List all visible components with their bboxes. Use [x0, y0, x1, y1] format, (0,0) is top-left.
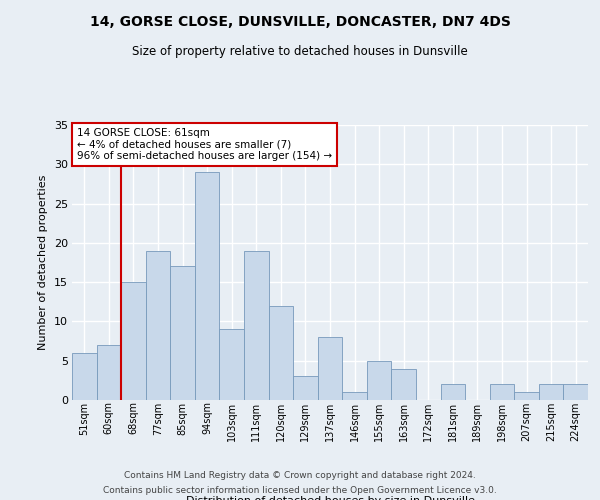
Bar: [367, 360, 391, 400]
Bar: [170, 266, 195, 400]
Bar: [244, 250, 269, 400]
Bar: [440, 384, 465, 400]
Text: 14, GORSE CLOSE, DUNSVILLE, DONCASTER, DN7 4DS: 14, GORSE CLOSE, DUNSVILLE, DONCASTER, D…: [89, 15, 511, 29]
Bar: [293, 376, 318, 400]
Bar: [269, 306, 293, 400]
Bar: [97, 345, 121, 400]
Bar: [318, 337, 342, 400]
Bar: [563, 384, 588, 400]
Bar: [490, 384, 514, 400]
Bar: [539, 384, 563, 400]
Bar: [121, 282, 146, 400]
X-axis label: Distribution of detached houses by size in Dunsville: Distribution of detached houses by size …: [185, 496, 475, 500]
Text: Size of property relative to detached houses in Dunsville: Size of property relative to detached ho…: [132, 45, 468, 58]
Bar: [514, 392, 539, 400]
Bar: [195, 172, 220, 400]
Text: 14 GORSE CLOSE: 61sqm
← 4% of detached houses are smaller (7)
96% of semi-detach: 14 GORSE CLOSE: 61sqm ← 4% of detached h…: [77, 128, 332, 161]
Bar: [342, 392, 367, 400]
Y-axis label: Number of detached properties: Number of detached properties: [38, 175, 48, 350]
Bar: [72, 353, 97, 400]
Bar: [220, 330, 244, 400]
Text: Contains public sector information licensed under the Open Government Licence v3: Contains public sector information licen…: [103, 486, 497, 495]
Bar: [146, 250, 170, 400]
Bar: [391, 368, 416, 400]
Text: Contains HM Land Registry data © Crown copyright and database right 2024.: Contains HM Land Registry data © Crown c…: [124, 471, 476, 480]
